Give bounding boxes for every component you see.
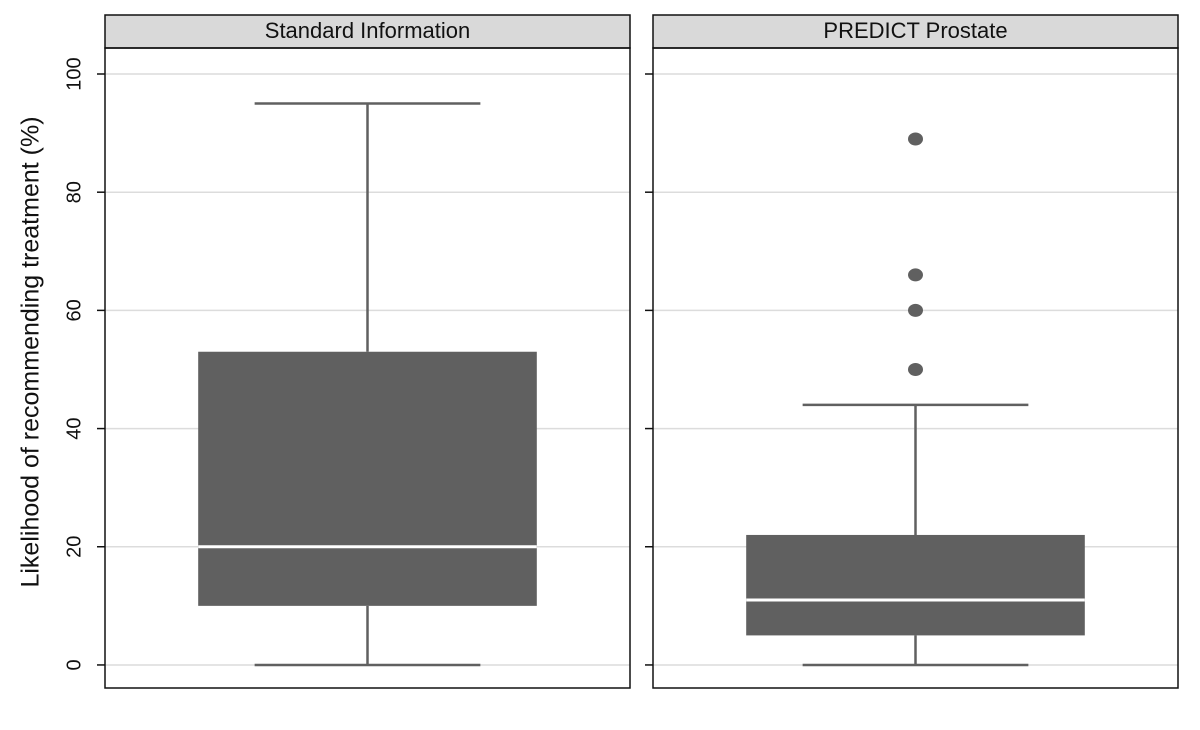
box bbox=[198, 351, 537, 606]
strip bbox=[104, 14, 631, 49]
outlier bbox=[908, 362, 923, 376]
panel-frame bbox=[652, 47, 1179, 689]
strip bbox=[652, 14, 1179, 49]
y-tick-label: 60 bbox=[63, 299, 85, 321]
outlier bbox=[908, 132, 923, 146]
box bbox=[746, 534, 1085, 636]
y-tick-label: 40 bbox=[63, 417, 85, 439]
outlier bbox=[908, 303, 923, 317]
panel-title: PREDICT Prostate bbox=[823, 18, 1007, 43]
y-tick-label: 80 bbox=[63, 181, 85, 203]
y-tick-label: 20 bbox=[63, 536, 85, 558]
panel-title: Standard Information bbox=[265, 18, 470, 43]
y-axis-label: Likelihood of recommending treatment (%) bbox=[17, 116, 45, 587]
y-tick-label: 0 bbox=[63, 659, 85, 670]
outlier bbox=[908, 268, 923, 282]
panel-frame bbox=[104, 47, 631, 689]
y-tick-label: 100 bbox=[63, 57, 85, 90]
